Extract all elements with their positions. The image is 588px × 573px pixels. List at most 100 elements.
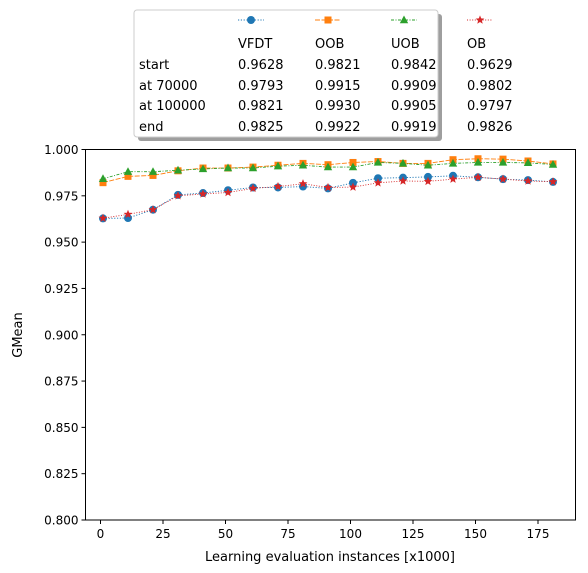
legend-table: VFDT OOB UOB OB start 0.9628 0.9821 0.9842 0.962… bbox=[133, 9, 513, 141]
table-cell: 0.9628 bbox=[238, 58, 284, 73]
data-point-uob bbox=[473, 157, 483, 166]
data-point-uob bbox=[398, 158, 408, 167]
legend-marker-oob bbox=[324, 16, 332, 24]
data-point-ob bbox=[173, 191, 183, 200]
legend-box bbox=[133, 9, 439, 138]
data-point-uob bbox=[373, 157, 383, 166]
data-point-oob bbox=[99, 179, 107, 187]
x-axis-ticks: 0 25 50 75 100 125 150 175 bbox=[97, 520, 550, 541]
data-point-ob bbox=[523, 176, 533, 185]
table-cell: 0.9909 bbox=[391, 79, 437, 94]
table-col-header: VFDT bbox=[238, 37, 272, 52]
data-point-ob bbox=[298, 179, 308, 188]
data-point-uob bbox=[248, 163, 258, 172]
data-point-uob bbox=[548, 160, 558, 168]
data-point-oob bbox=[349, 158, 357, 166]
data-point-ob bbox=[348, 182, 358, 191]
data-point-oob bbox=[149, 171, 157, 179]
data-point-oob bbox=[124, 172, 132, 180]
y-axis-label: GMean bbox=[11, 312, 26, 358]
table-cell: 0.9922 bbox=[315, 120, 361, 135]
data-point-ob bbox=[498, 174, 508, 183]
x-tick-label: 75 bbox=[280, 527, 295, 541]
x-tick-label: 0 bbox=[97, 527, 105, 541]
data-point-vfdt bbox=[374, 174, 382, 183]
data-point-uob bbox=[498, 157, 508, 166]
table-cell: 0.9797 bbox=[467, 99, 513, 114]
table-cell: 0.9825 bbox=[238, 120, 284, 135]
series-line-vfdt bbox=[102, 175, 554, 219]
data-point-ob bbox=[123, 209, 133, 219]
data-point-uob bbox=[323, 162, 333, 171]
x-tick-label: 125 bbox=[402, 527, 425, 541]
data-point-ob bbox=[98, 213, 108, 222]
axes-frame bbox=[85, 149, 576, 521]
table-cell: 0.9802 bbox=[467, 79, 513, 94]
table-row-label: at 70000 bbox=[139, 79, 198, 94]
data-point-uob bbox=[423, 160, 433, 169]
table-row-label: start bbox=[139, 58, 169, 73]
data-point-ob bbox=[198, 189, 208, 198]
data-point-uob bbox=[298, 160, 308, 169]
table-row-label: at 100000 bbox=[139, 99, 206, 114]
legend-handles bbox=[238, 15, 493, 24]
table-cell: 0.9826 bbox=[467, 120, 513, 135]
x-tick-label: 175 bbox=[527, 527, 550, 541]
data-point-ob bbox=[398, 176, 408, 185]
data-point-ob bbox=[223, 187, 233, 197]
table-cell: 0.9930 bbox=[315, 99, 361, 114]
table-cell: 0.9821 bbox=[315, 58, 361, 73]
y-tick-label: 0.800 bbox=[44, 514, 78, 528]
x-tick-label: 150 bbox=[464, 527, 487, 541]
data-point-uob bbox=[198, 164, 208, 173]
y-tick-label: 0.950 bbox=[44, 236, 78, 250]
data-point-ob bbox=[148, 205, 158, 214]
y-tick-label: 0.900 bbox=[44, 328, 78, 342]
data-point-ob bbox=[323, 182, 333, 192]
data-point-ob bbox=[548, 177, 558, 186]
legend-marker-uob bbox=[399, 15, 409, 24]
legend-marker-ob bbox=[475, 15, 485, 24]
table-col-header: OB bbox=[467, 37, 486, 52]
x-tick-label: 100 bbox=[339, 527, 362, 541]
data-point-ob bbox=[423, 176, 433, 186]
table-col-header: UOB bbox=[391, 37, 420, 52]
data-point-ob bbox=[248, 183, 258, 193]
data-point-uob bbox=[273, 161, 283, 170]
table-cell: 0.9821 bbox=[238, 99, 284, 114]
y-tick-label: 0.925 bbox=[44, 282, 78, 296]
data-point-ob bbox=[473, 172, 483, 182]
data-point-uob bbox=[448, 158, 458, 167]
x-tick-label: 25 bbox=[155, 527, 170, 541]
table-row-label: end bbox=[139, 120, 164, 135]
data-point-uob bbox=[98, 174, 108, 182]
data-point-uob bbox=[348, 162, 358, 171]
data-point-uob bbox=[148, 167, 158, 175]
x-axis-label: Learning evaluation instances [x1000] bbox=[205, 550, 455, 565]
legend-table-text: VFDT OOB UOB OB start 0.9628 0.9821 0.9842 0.962… bbox=[139, 37, 513, 135]
data-point-ob bbox=[273, 181, 283, 191]
table-cell: 0.9905 bbox=[391, 99, 437, 114]
data-point-uob bbox=[523, 158, 533, 167]
y-axis-ticks: 0.800 0.825 0.850 0.875 0.900 0.925 0.950 0.975… bbox=[44, 143, 86, 528]
table-cell: 0.9915 bbox=[315, 79, 361, 94]
table-cell: 0.9842 bbox=[391, 58, 437, 73]
y-tick-label: 0.850 bbox=[44, 421, 78, 435]
table-col-header: OOB bbox=[315, 37, 344, 52]
legend-marker-vfdt bbox=[247, 16, 255, 24]
table-cell: 0.9629 bbox=[467, 58, 513, 73]
y-tick-label: 0.975 bbox=[44, 189, 78, 203]
y-tick-label: 0.875 bbox=[44, 375, 78, 389]
y-tick-label: 0.825 bbox=[44, 467, 78, 481]
data-point-ob bbox=[448, 174, 458, 183]
y-tick-label: 1.000 bbox=[44, 143, 78, 157]
data-point-uob bbox=[123, 167, 133, 175]
table-cell: 0.9793 bbox=[238, 79, 284, 94]
x-tick-label: 50 bbox=[218, 527, 233, 541]
data-point-vfdt bbox=[299, 182, 307, 191]
table-cell: 0.9919 bbox=[391, 120, 437, 135]
data-point-uob bbox=[223, 163, 233, 172]
data-point-ob bbox=[373, 178, 383, 187]
data-point-uob bbox=[173, 165, 183, 174]
